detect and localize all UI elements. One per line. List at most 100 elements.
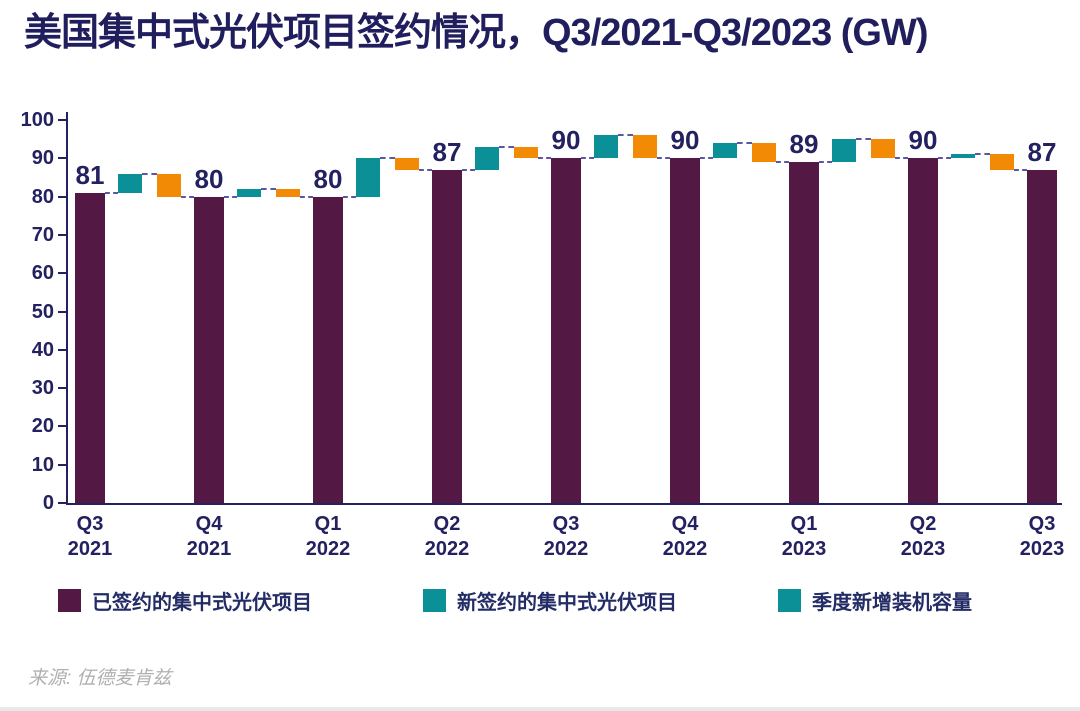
- contracted-bar-Q1-2022: [313, 196, 343, 503]
- new-contract-bar: [236, 188, 261, 197]
- contracted-bar-Q4-2022: [670, 158, 700, 503]
- contracted-bar-Q3-2023: [1027, 169, 1057, 503]
- y-axis-tick: [58, 387, 66, 390]
- contracted-bar-Q2-2022: [432, 169, 462, 503]
- y-axis-tick: [58, 425, 66, 428]
- y-axis-tick: [58, 502, 66, 504]
- contracted-bar-Q3-2021: [75, 192, 105, 503]
- x-tick-label: Q4 2022: [662, 513, 708, 560]
- legend-swatch-contracted: [58, 588, 81, 612]
- installed-capacity-bar: [752, 142, 777, 163]
- y-axis-line: [66, 112, 68, 505]
- bar-value-label: 87: [1027, 136, 1057, 167]
- dashed-connector: [776, 161, 789, 164]
- legend-item-quarterly-additions: 季度新增装机容量: [778, 587, 972, 614]
- dashed-connector: [581, 157, 594, 160]
- x-tick-label: Q3 2023: [1019, 513, 1065, 560]
- legend-label-new-contracts: 新签约的集中式光伏项目: [457, 591, 677, 614]
- y-tick-label: 10: [31, 453, 54, 476]
- contracted-bar-Q4-2021: [194, 196, 224, 503]
- dashed-connector: [700, 157, 713, 160]
- installed-capacity-bar: [990, 154, 1015, 170]
- dashed-connector: [419, 168, 432, 171]
- new-contract-bar: [593, 135, 618, 159]
- new-contract-bar: [355, 158, 380, 197]
- dashed-connector: [105, 191, 118, 194]
- new-contract-bar: [831, 139, 856, 163]
- x-tick-label: Q3 2022: [543, 513, 589, 560]
- dashed-connector: [300, 195, 313, 198]
- chart-legend: 已签约的集中式光伏项目 新签约的集中式光伏项目 季度新增装机容量: [0, 587, 1080, 614]
- legend-label-quarterly-additions: 季度新增装机容量: [812, 591, 972, 614]
- y-axis-tick: [58, 157, 66, 160]
- y-axis-tick: [58, 310, 66, 313]
- legend-label-contracted: 已签约的集中式光伏项目: [92, 591, 312, 614]
- dashed-connector: [1014, 168, 1027, 171]
- dashed-connector: [538, 157, 551, 160]
- installed-capacity-bar: [514, 146, 539, 159]
- legend-swatch-new-contracts: [423, 588, 446, 612]
- y-tick-label: 20: [31, 415, 54, 438]
- installed-capacity-bar: [157, 173, 182, 197]
- new-contract-bar: [117, 173, 142, 193]
- installed-capacity-bar: [395, 158, 420, 170]
- new-contract-bar: [474, 146, 499, 170]
- waterfall-chart: 0 10 20 30 40 50 60 70 80 90 100 81 Q3 2021 80 Q4 2021 80…: [0, 100, 1080, 570]
- bar-value-label: 90: [551, 125, 581, 156]
- y-tick-label: 0: [42, 492, 54, 514]
- y-axis-tick: [58, 195, 66, 198]
- dashed-connector: [260, 187, 277, 190]
- bar-value-label: 87: [432, 136, 462, 167]
- dashed-connector: [938, 157, 951, 160]
- x-tick-label: Q1 2023: [781, 513, 827, 560]
- dashed-connector: [819, 161, 832, 164]
- bar-value-label: 80: [313, 163, 343, 194]
- dashed-connector: [736, 141, 753, 144]
- source-note: 来源: 伍德麦肯兹: [28, 668, 172, 689]
- y-axis-tick: [58, 233, 66, 236]
- y-tick-label: 50: [31, 300, 54, 323]
- installed-capacity-bar: [276, 188, 301, 197]
- legend-swatch-quarterly-additions: [778, 588, 801, 612]
- installed-capacity-bar: [633, 135, 658, 159]
- y-axis-tick: [58, 272, 66, 275]
- y-axis-tick: [58, 119, 66, 121]
- dashed-connector: [141, 172, 158, 175]
- y-tick-label: 100: [20, 109, 54, 131]
- bar-value-label: 80: [194, 163, 224, 194]
- y-tick-label: 60: [31, 262, 54, 285]
- dashed-connector: [895, 157, 908, 160]
- legend-item-contracted: 已签约的集中式光伏项目: [58, 587, 312, 614]
- dashed-connector: [224, 195, 237, 198]
- contracted-bar-Q3-2022: [551, 158, 581, 503]
- y-tick-label: 90: [31, 147, 54, 170]
- bar-value-label: 90: [908, 125, 938, 156]
- y-tick-label: 70: [31, 223, 54, 246]
- installed-capacity-bar: [871, 139, 896, 159]
- chart-title: 美国集中式光伏项目签约情况，Q3/2021-Q3/2023 (GW): [24, 12, 929, 54]
- contracted-bar-Q1-2023: [789, 162, 819, 503]
- x-tick-label: Q2 2023: [900, 513, 946, 560]
- x-tick-label: Q1 2022: [305, 513, 351, 560]
- y-tick-label: 30: [31, 377, 54, 400]
- y-tick-label: 80: [31, 185, 54, 208]
- dashed-connector: [462, 168, 475, 171]
- x-tick-label: Q4 2021: [186, 513, 232, 560]
- dashed-connector: [343, 195, 356, 198]
- dashed-connector: [498, 145, 515, 148]
- new-contract-bar: [950, 154, 975, 159]
- x-tick-label: Q3 2021: [67, 513, 113, 560]
- dashed-connector: [379, 157, 396, 160]
- dashed-connector: [181, 195, 194, 198]
- y-axis-tick: [58, 348, 66, 351]
- legend-item-new-contracts: 新签约的集中式光伏项目: [423, 587, 677, 614]
- dashed-connector: [974, 153, 991, 156]
- contracted-bar-Q2-2023: [908, 158, 938, 503]
- bar-value-label: 81: [75, 159, 105, 190]
- new-contract-bar: [712, 142, 737, 159]
- x-tick-label: Q2 2022: [424, 513, 470, 560]
- dashed-connector: [617, 134, 634, 137]
- dashed-connector: [657, 157, 670, 160]
- x-axis-line: [66, 503, 1062, 505]
